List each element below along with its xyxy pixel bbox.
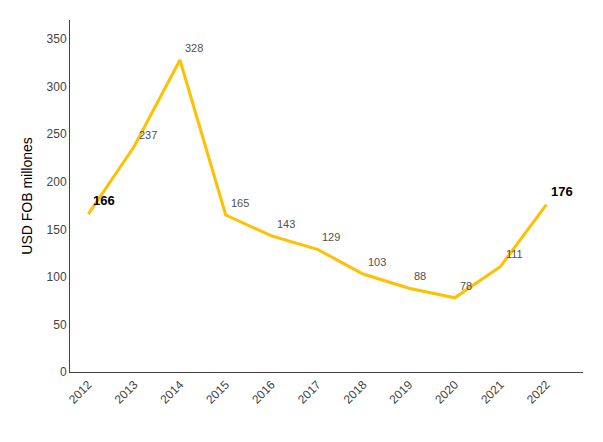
svg-text:2021: 2021: [478, 378, 507, 407]
svg-text:166: 166: [93, 193, 115, 208]
svg-text:2013: 2013: [112, 378, 141, 407]
svg-text:78: 78: [460, 280, 472, 292]
svg-text:237: 237: [139, 129, 157, 141]
svg-text:143: 143: [277, 218, 295, 230]
svg-text:2019: 2019: [387, 378, 416, 407]
svg-text:328: 328: [185, 42, 203, 54]
svg-text:2015: 2015: [203, 378, 232, 407]
svg-text:129: 129: [322, 231, 340, 243]
svg-text:250: 250: [47, 127, 67, 141]
svg-text:103: 103: [368, 256, 386, 268]
svg-text:2018: 2018: [341, 378, 370, 407]
svg-text:2020: 2020: [432, 378, 461, 407]
svg-text:88: 88: [414, 270, 426, 282]
svg-text:111: 111: [506, 248, 523, 260]
svg-text:2016: 2016: [249, 378, 278, 407]
svg-text:300: 300: [47, 80, 67, 94]
svg-text:150: 150: [47, 223, 67, 237]
svg-text:50: 50: [53, 318, 67, 332]
svg-text:0: 0: [60, 365, 67, 379]
svg-text:200: 200: [47, 175, 67, 189]
svg-text:USD FOB millones: USD FOB millones: [19, 137, 35, 254]
svg-text:176: 176: [551, 184, 573, 199]
svg-text:165: 165: [231, 197, 249, 209]
svg-text:2014: 2014: [158, 378, 187, 407]
svg-text:100: 100: [47, 270, 67, 284]
svg-text:2012: 2012: [66, 378, 95, 407]
svg-text:2022: 2022: [524, 378, 553, 407]
svg-text:350: 350: [47, 32, 67, 46]
svg-text:2017: 2017: [295, 378, 324, 407]
